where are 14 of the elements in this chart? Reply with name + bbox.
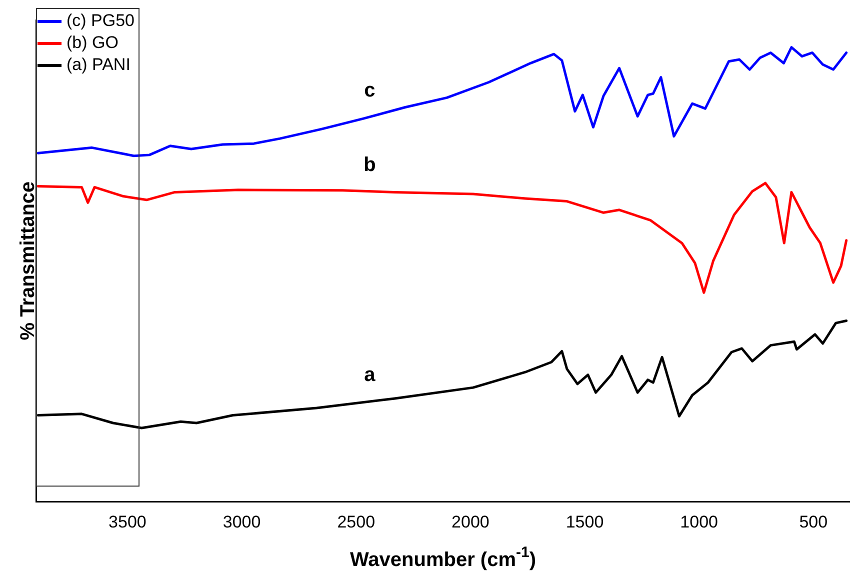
annotation: a: [364, 364, 376, 386]
x-tick-label: 500: [799, 512, 828, 532]
x-tick-label: 2000: [452, 512, 490, 532]
x-tick-label: 1000: [680, 512, 718, 532]
annotation: c: [364, 79, 376, 102]
x-tick-label: 3500: [108, 512, 146, 532]
x-tick-label: 2500: [337, 512, 376, 532]
y-axis-title: % Transmittance: [17, 181, 39, 340]
legend-label: (b) GO: [66, 33, 118, 52]
x-tick-label: 1500: [566, 512, 604, 532]
legend-label: (c) PG50: [66, 11, 135, 30]
x-tick-label: 3000: [222, 512, 261, 532]
annotation: b: [364, 154, 376, 176]
legend-label: (a) PANI: [66, 55, 130, 74]
